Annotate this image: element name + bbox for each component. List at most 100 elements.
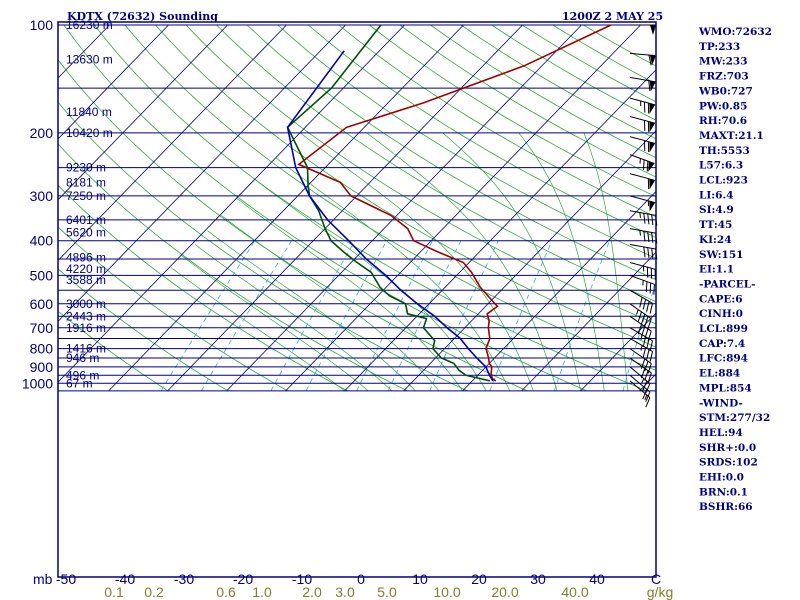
index-line: HEL:94 — [699, 427, 743, 439]
wind-barb — [629, 116, 656, 133]
height-label: 8181 m — [66, 175, 106, 189]
isobars — [58, 24, 656, 392]
index-line: KI:24 — [699, 234, 732, 246]
dry-adiabat — [155, 24, 656, 348]
height-label: 496 m — [66, 368, 99, 382]
pressure-label: 900 — [30, 359, 54, 375]
height-label: 11840 m — [66, 105, 112, 119]
index-line: L57:6.3 — [699, 160, 743, 172]
height-label: 4896 m — [66, 250, 106, 264]
dry-adiabat — [63, 24, 588, 392]
temperature-label: -40 — [115, 571, 135, 587]
height-label: 10420 m — [66, 126, 113, 140]
profile-parcel — [286, 50, 494, 382]
valid-time: 1200Z 2 MAY 25 — [562, 10, 663, 23]
plot-frame — [57, 21, 657, 578]
index-line: LCL:899 — [699, 323, 748, 335]
index-line: SI:4.9 — [699, 204, 734, 216]
temperature-label: 40 — [589, 571, 605, 587]
mixing-ratio-line — [387, 240, 462, 392]
wind-barb — [629, 380, 651, 408]
mixing-ratio-line — [200, 240, 292, 392]
index-line: STM:277/32 — [699, 412, 770, 424]
wind-barb — [629, 374, 651, 402]
pressure-unit-label: mb — [33, 571, 53, 587]
dry-adiabat — [58, 226, 288, 392]
height-label: 67 m — [66, 376, 93, 390]
dry-adiabat — [583, 24, 656, 67]
isotherm — [58, 24, 228, 201]
wind-barb — [630, 24, 656, 35]
index-line: PW:0.85 — [699, 100, 747, 112]
wind-barb — [629, 327, 654, 352]
temperature-label: 10 — [412, 571, 428, 587]
isotherm — [403, 130, 656, 392]
moist-adiabat — [236, 198, 463, 392]
index-line: WMO:72632 — [698, 26, 772, 38]
height-label: 4220 m — [66, 262, 106, 276]
mixing-ratio-line — [429, 240, 499, 392]
dry-adiabat — [185, 24, 656, 325]
height-label: 3588 m — [66, 273, 106, 287]
wind-barb — [629, 338, 654, 362]
temperature-label: 0 — [357, 571, 365, 587]
height-label: 1416 m — [66, 342, 106, 356]
moist-adiabat — [275, 157, 511, 392]
mixing-ratio-line — [489, 240, 553, 392]
moist-adiabat — [366, 132, 558, 391]
mixing-ratio-line — [305, 240, 388, 392]
index-line: SRDS:102 — [699, 457, 758, 469]
temperature-label: 20 — [471, 571, 487, 587]
index-line: FRZ:703 — [699, 71, 749, 83]
index-line: TT:45 — [699, 219, 732, 231]
index-line: EI:1.1 — [699, 264, 734, 276]
height-label: 6401 m — [66, 213, 106, 227]
dry-adiabat — [58, 101, 468, 392]
moist-adiabat — [221, 215, 440, 392]
wind-barb — [629, 154, 655, 172]
temperature-label: -50 — [56, 571, 76, 587]
wind-barb — [629, 52, 656, 66]
wind-barb — [629, 210, 658, 226]
pressure-label: 400 — [30, 233, 54, 249]
index-line: RH:70.6 — [699, 115, 747, 127]
index-line: LFC:894 — [699, 353, 748, 365]
mixing-ratio-label: 20.0 — [491, 584, 518, 600]
index-line: -WIND- — [699, 397, 743, 409]
dry-adiabat — [58, 143, 408, 392]
dry-adiabat — [307, 24, 656, 238]
index-line: SW:151 — [699, 249, 743, 261]
index-line: WB0:727 — [698, 85, 753, 97]
index-line: TH:5553 — [699, 145, 750, 157]
isotherm — [58, 24, 346, 322]
profile-dewpoint — [286, 24, 491, 382]
isotherm — [758, 25, 800, 391]
mixing-ratio-label: 1.0 — [252, 584, 272, 600]
isotherm — [167, 24, 523, 392]
sounding-profiles — [286, 24, 612, 382]
height-label: 9230 m — [66, 161, 106, 175]
temperature-label: -20 — [233, 571, 253, 587]
index-line: EHI:0.0 — [699, 472, 744, 484]
isotherm — [344, 69, 656, 392]
wind-barb — [629, 274, 655, 295]
height-label: 13630 m — [66, 53, 113, 67]
wind-barb — [629, 97, 656, 114]
pressure-label: 700 — [30, 320, 54, 336]
wind-barb — [629, 228, 658, 244]
height-label: 1916 m — [66, 321, 106, 335]
height-label: 16230 m — [66, 18, 113, 32]
thermodynamic-grid — [58, 24, 800, 392]
wind-barb — [629, 348, 652, 374]
isotherm — [285, 24, 641, 392]
wind-barb — [629, 136, 656, 153]
index-line: CAP:7.4 — [699, 338, 745, 350]
moist-adiabat — [442, 132, 581, 391]
isotherm — [58, 24, 405, 383]
dry-adiabat — [277, 24, 656, 259]
profile-temperature — [297, 24, 612, 382]
wind-barb — [629, 173, 656, 190]
wind-barb — [629, 195, 656, 212]
mixing-ratio-label: 0.6 — [216, 584, 236, 600]
pressure-label: 500 — [30, 267, 54, 283]
